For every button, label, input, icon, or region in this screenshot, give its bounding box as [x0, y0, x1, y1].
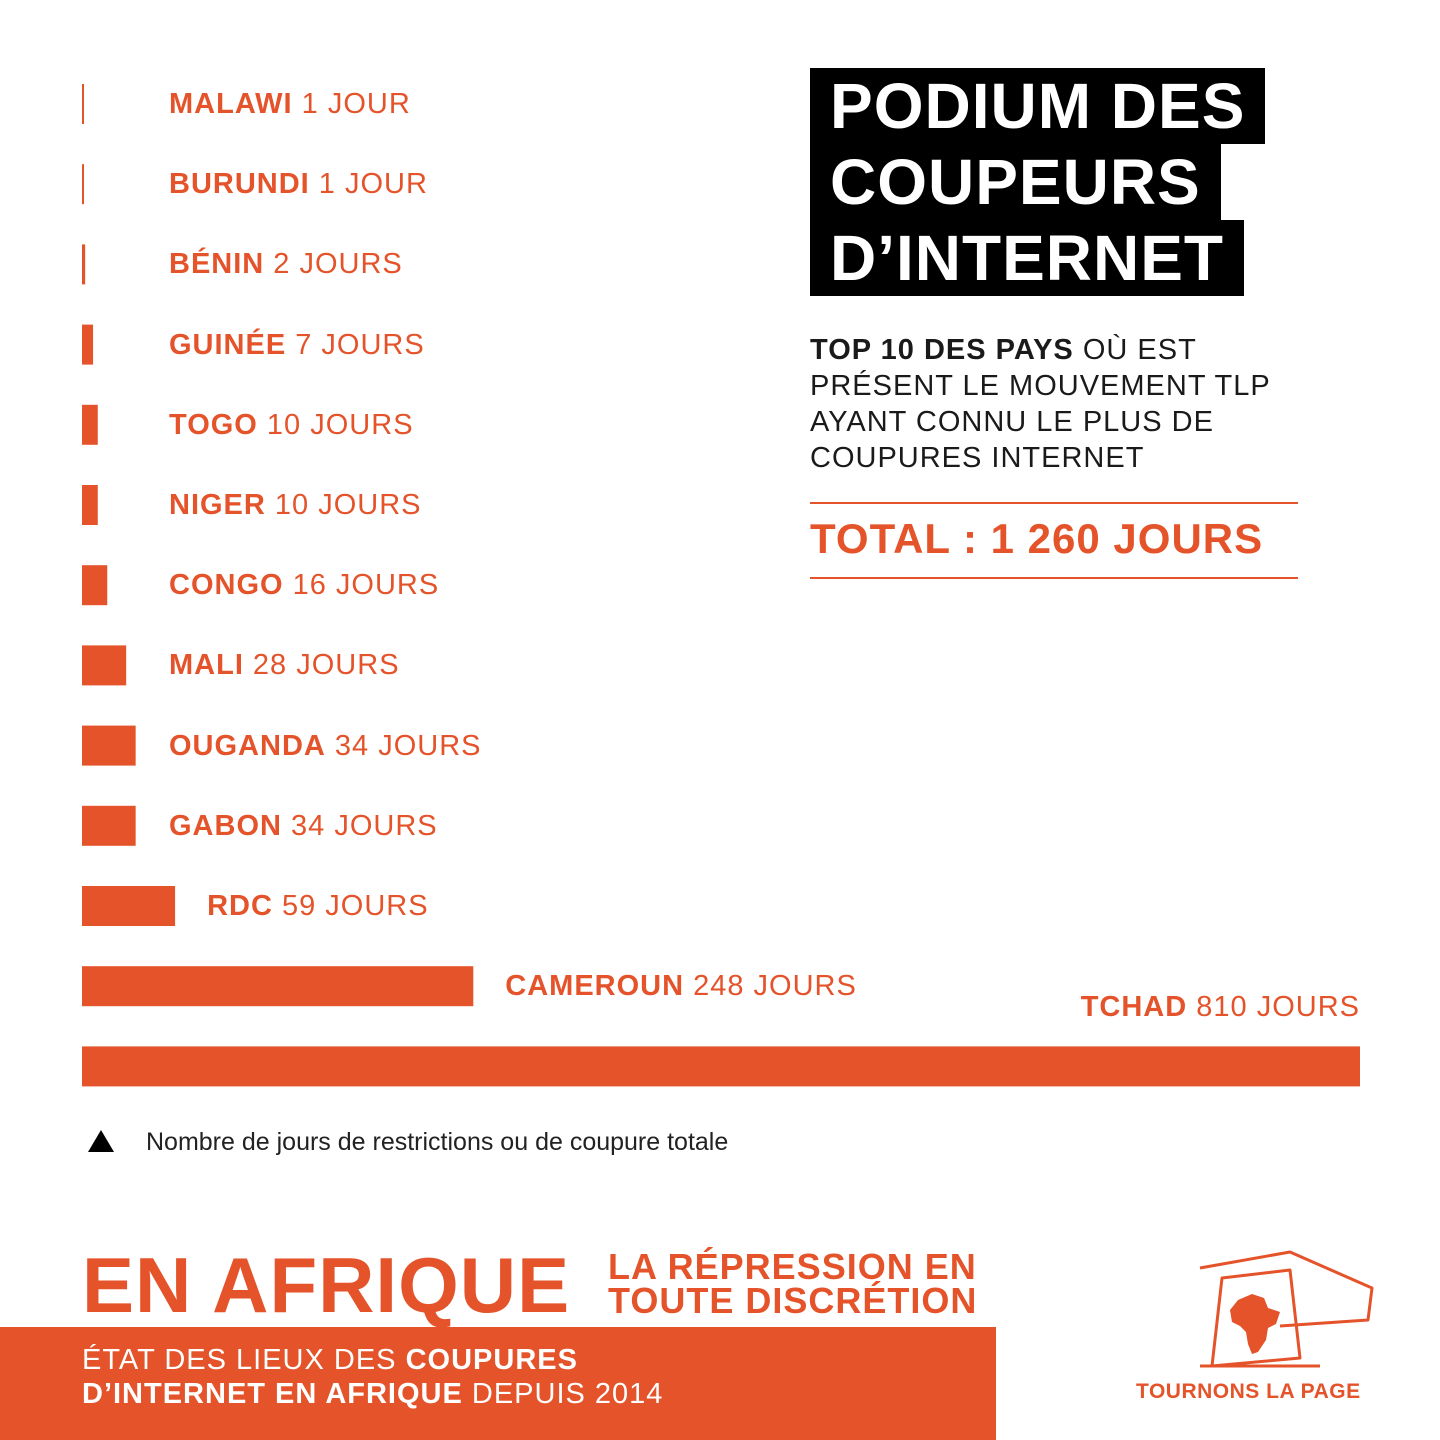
bar-label-country: TCHAD: [1080, 991, 1188, 1024]
bar-7: [82, 645, 127, 686]
subtitle-rest: OÙ EST PRÉSENT LE MOUVEMENT TLP AYANT CO…: [810, 334, 1271, 474]
legend-text: Nombre de jours de restrictions ou de co…: [146, 1128, 729, 1156]
footer-band-strong1: COUPURES: [405, 1344, 578, 1376]
bar-label-country: MALAWI: [169, 88, 293, 120]
footer-headline: EN AFRIQUE: [82, 1241, 571, 1329]
page-title: PODIUM DES COUPEURS D’INTERNET: [810, 68, 1266, 296]
bar-label-country: MALI: [169, 649, 244, 682]
footer-band-part1: ÉTAT DES LIEUX DES: [82, 1344, 406, 1376]
bar-6: [82, 565, 108, 606]
divider-top: [810, 502, 1298, 504]
ballot-box-africa-icon: [1199, 1250, 1374, 1368]
footer-tagline-1: LA RÉPRESSION EN: [608, 1246, 977, 1287]
bar-label-country: TOGO: [169, 408, 258, 441]
bar-label-12: TCHAD 810 JOURS: [1081, 990, 1360, 1024]
bar-label-value: 34 JOURS: [325, 729, 482, 762]
footer-tagline-2: TOUTE DISCRÉTION: [608, 1280, 978, 1321]
bar-label-country: GUINÉE: [169, 328, 287, 361]
bar-label-country: CONGO: [169, 569, 284, 602]
bar-label-value: 2 JOURS: [264, 248, 403, 281]
bar-label-value: 59 JOURS: [272, 890, 429, 922]
bar-label-value: 1 JOUR: [309, 168, 428, 201]
bar-label-country: CAMEROUN: [505, 970, 685, 1003]
bar-label-11: CAMEROUN 248 JOURS: [505, 969, 857, 1003]
footer-band: ÉTAT DES LIEUX DES COUPURES D’INTERNET E…: [0, 1327, 996, 1440]
bar-label-country: OUGANDA: [169, 729, 326, 762]
bar-label-value: 28 JOURS: [243, 649, 400, 682]
bar-0: [82, 84, 84, 124]
bar-11: [82, 966, 474, 1007]
bar-label-2: BÉNIN 2 JOURS: [169, 247, 403, 281]
divider-bottom: [810, 577, 1298, 579]
bar-label-country: GABON: [169, 809, 282, 842]
bar-chart: MALAWI 1 JOUR BURUNDI 1 JOUR BÉNIN 2 JOURS…: [82, 84, 1360, 1087]
bar-5: [82, 485, 98, 525]
title-line-3: D’INTERNET: [810, 220, 1244, 296]
title-line-1: PODIUM DES: [810, 68, 1266, 144]
legend: Nombre de jours de restrictions ou de co…: [88, 1128, 728, 1157]
bar-1: [82, 164, 84, 205]
bar-label-value: 10 JOURS: [265, 489, 422, 521]
bar-9: [82, 805, 136, 846]
bar-label-country: RDC: [207, 890, 273, 922]
bar-label-4: TOGO 10 JOURS: [169, 408, 414, 442]
bar-label-8: OUGANDA 34 JOURS: [169, 729, 482, 763]
title-line-2: COUPEURS: [810, 144, 1221, 220]
bar-10: [82, 886, 176, 926]
footer-tagline: LA RÉPRESSION EN TOUTE DISCRÉTION: [608, 1246, 978, 1321]
bar-label-country: BURUNDI: [169, 168, 310, 201]
bar-label-1: BURUNDI 1 JOUR: [169, 167, 428, 201]
footer-band-part2: DEPUIS 2014: [462, 1378, 664, 1410]
bar-label-country: NIGER: [169, 489, 266, 521]
total-label: TOTAL : 1 260 JOURS: [810, 515, 1264, 562]
bar-chart-svg: [82, 84, 1360, 1087]
bar-3: [82, 324, 94, 365]
bar-label-6: CONGO 16 JOURS: [169, 568, 439, 602]
bar-label-value: 7 JOURS: [286, 328, 425, 361]
bar-label-0: MALAWI 1 JOUR: [169, 87, 411, 121]
bar-label-value: 34 JOURS: [281, 809, 438, 842]
footer-band-text: ÉTAT DES LIEUX DES COUPURES D’INTERNET E…: [82, 1343, 663, 1411]
bar-label-10: RDC 59 JOURS: [207, 889, 429, 923]
bar-label-country: BÉNIN: [169, 248, 265, 281]
footer-band-strong2: D’INTERNET EN AFRIQUE: [82, 1378, 463, 1410]
subtitle: TOP 10 DES PAYS OÙ EST PRÉSENT LE MOUVEM…: [810, 332, 1290, 476]
bar-label-value: 810 JOURS: [1187, 991, 1360, 1024]
bar-label-value: 248 JOURS: [684, 970, 857, 1003]
bar-4: [82, 404, 98, 445]
bar-2: [82, 244, 86, 285]
logo-text: TOURNONS LA PAGE: [1136, 1380, 1361, 1403]
subtitle-strong: TOP 10 DES PAYS: [810, 334, 1074, 366]
bar-label-5: NIGER 10 JOURS: [169, 488, 422, 522]
bar-label-value: 16 JOURS: [283, 569, 440, 602]
bar-label-7: MALI 28 JOURS: [169, 648, 400, 682]
bar-label-value: 1 JOUR: [292, 88, 411, 120]
triangle-icon: [88, 1130, 114, 1152]
bar-label-3: GUINÉE 7 JOURS: [169, 328, 425, 362]
bar-label-9: GABON 34 JOURS: [169, 809, 438, 843]
bar-12: [82, 1046, 1360, 1087]
bar-8: [82, 725, 136, 766]
bar-label-value: 10 JOURS: [257, 408, 414, 441]
